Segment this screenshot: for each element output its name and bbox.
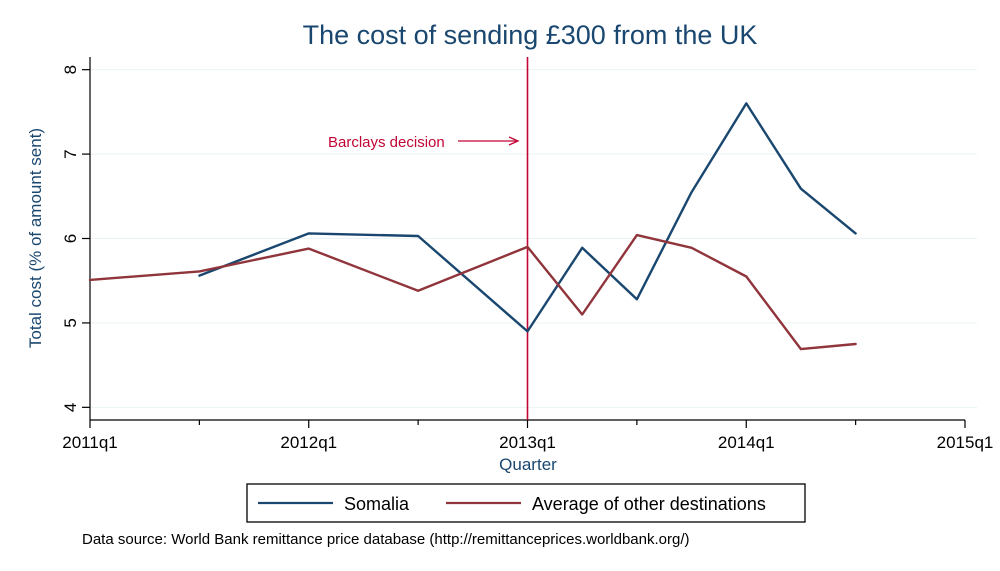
chart-title: The cost of sending £300 from the UK	[303, 20, 758, 50]
series-line-other-destinations	[88, 233, 857, 351]
x-tick-label: 2014q1	[718, 433, 775, 452]
y-tick-label: 5	[61, 318, 80, 327]
x-tick-label: 2012q1	[280, 433, 337, 452]
annotation-arrow-head-icon	[508, 136, 520, 146]
x-axis-title: Quarter	[499, 455, 557, 474]
series-layer	[88, 102, 857, 351]
x-tick-label: 2011q1	[62, 433, 117, 452]
legend-box	[246, 483, 806, 523]
annotation-label: Barclays decision	[328, 134, 445, 151]
annotation: Barclays decision	[328, 134, 520, 151]
gridlines	[90, 69, 977, 408]
x-tick-label: 2013q1	[499, 433, 556, 452]
x-axis-ticks: 2011q1 2012q1 2013q1 2014q1 2015q1	[62, 420, 993, 452]
y-tick-label: 8	[61, 65, 80, 74]
legend-label-somalia: Somalia	[344, 494, 410, 514]
y-axis-title: Total cost (% of amount sent)	[26, 128, 45, 348]
y-tick-label: 4	[61, 403, 80, 412]
y-tick-label: 7	[61, 149, 80, 158]
y-axis-ticks: 4 5 6 7 8	[61, 65, 90, 412]
x-tick-label: 2015q1	[937, 433, 994, 452]
legend: Somalia Average of other destinations	[246, 483, 806, 523]
legend-label-other-destinations: Average of other destinations	[532, 494, 766, 514]
data-source-note: Data source: World Bank remittance price…	[82, 531, 690, 548]
y-tick-label: 6	[61, 234, 80, 243]
